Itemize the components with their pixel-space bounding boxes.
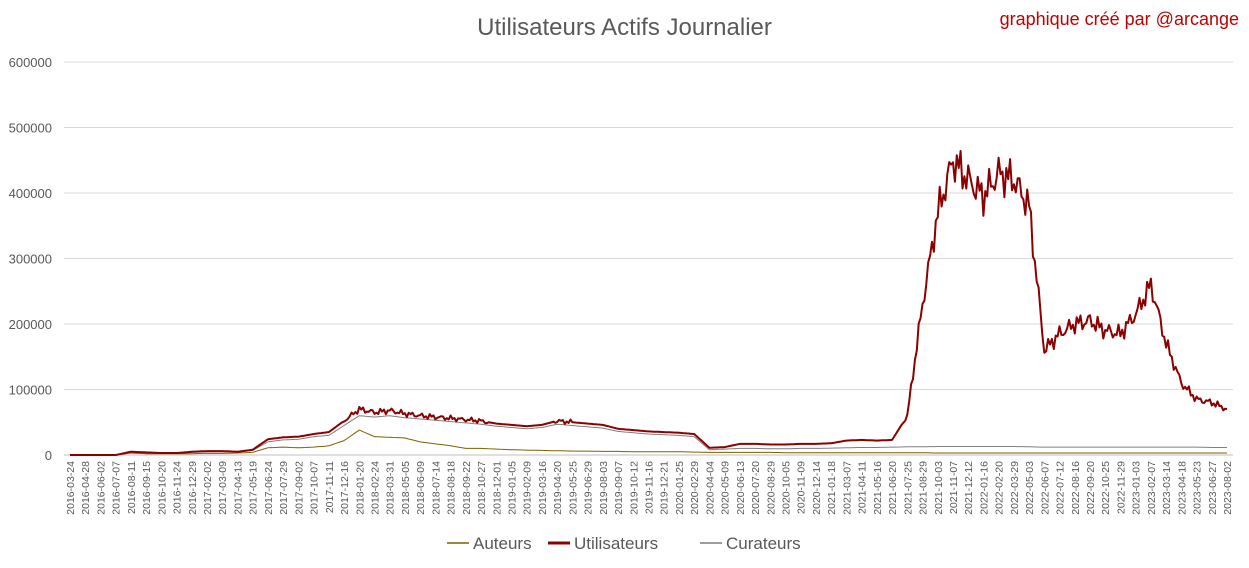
x-tick-label: 2022-05-03 — [1024, 461, 1036, 515]
y-tick-label: 200000 — [9, 317, 52, 332]
x-tick-label: 2019-09-07 — [613, 461, 625, 515]
x-tick-label: 2017-12-16 — [339, 461, 351, 515]
x-tick-label: 2019-01-05 — [506, 461, 518, 515]
x-tick-label: 2019-02-09 — [522, 461, 534, 515]
x-tick-label: 2017-04-13 — [232, 461, 244, 515]
x-tick-label: 2019-11-16 — [644, 461, 656, 514]
x-tick-label: 2018-08-18 — [446, 461, 458, 515]
x-tick-label: 2018-07-14 — [430, 461, 442, 515]
x-tick-label: 2017-10-07 — [309, 461, 321, 515]
x-tick-label: 2018-12-01 — [491, 461, 503, 515]
x-tick-label: 2018-01-20 — [354, 461, 366, 515]
x-tick-label: 2022-09-20 — [1085, 461, 1097, 515]
x-tick-label: 2023-01-03 — [1131, 461, 1143, 515]
series-line-utilisateurs — [70, 150, 1228, 456]
y-tick-label: 600000 — [9, 55, 52, 70]
x-tick-label: 2020-08-29 — [765, 461, 777, 515]
x-tick-label: 2017-09-02 — [293, 461, 305, 515]
x-tick-label: 2017-06-24 — [263, 461, 275, 515]
series-line-auteurs — [70, 429, 1227, 456]
x-tick-label: 2017-05-19 — [248, 461, 260, 515]
x-tick-label: 2018-05-05 — [400, 461, 412, 515]
y-axis-ticks: 0 100000 200000 300000 400000 500000 600000 — [9, 55, 52, 463]
x-tick-label: 2021-04-11 — [857, 461, 869, 514]
x-tick-label: 2021-08-29 — [918, 461, 930, 515]
y-tick-label: 400000 — [9, 186, 52, 201]
legend-label-auteurs: Auteurs — [473, 534, 532, 553]
x-tick-label: 2017-02-02 — [202, 461, 214, 515]
x-tick-label: 2021-06-20 — [887, 461, 899, 515]
x-tick-label: 2020-02-29 — [689, 461, 701, 515]
gridlines — [64, 61, 1233, 456]
x-tick-label: 2023-02-07 — [1146, 461, 1158, 515]
x-tick-label: 2020-05-09 — [720, 461, 732, 515]
x-tick-label: 2018-03-31 — [385, 461, 397, 515]
legend: Auteurs Utilisateurs Curateurs — [447, 534, 801, 553]
x-tick-label: 2016-07-07 — [111, 461, 123, 515]
x-tick-label: 2019-05-25 — [567, 461, 579, 515]
x-tick-label: 2016-10-20 — [156, 461, 168, 515]
x-tick-label: 2022-11-29 — [1115, 461, 1127, 514]
y-tick-label: 300000 — [9, 252, 52, 267]
y-tick-label: 500000 — [9, 121, 52, 136]
x-tick-label: 2021-01-18 — [826, 461, 838, 515]
x-tick-label: 2021-12-12 — [963, 461, 975, 515]
x-tick-label: 2016-06-02 — [95, 461, 107, 515]
x-tick-label: 2019-12-21 — [659, 461, 671, 515]
x-tick-label: 2021-05-16 — [872, 461, 884, 515]
x-tick-label: 2023-03-14 — [1161, 461, 1173, 515]
y-tick-label: 100000 — [9, 383, 52, 398]
x-tick-label: 2016-11-24 — [172, 461, 184, 514]
x-tick-label: 2022-06-07 — [1039, 461, 1051, 515]
x-tick-label: 2017-11-11 — [324, 461, 336, 513]
legend-label-utilisateurs: Utilisateurs — [574, 534, 658, 553]
x-tick-label: 2017-07-29 — [278, 461, 290, 515]
x-tick-label: 2022-10-25 — [1100, 461, 1112, 515]
x-tick-label: 2021-03-07 — [841, 461, 853, 515]
x-tick-label: 2022-01-16 — [978, 461, 990, 515]
x-tick-label: 2019-08-03 — [598, 461, 610, 515]
x-tick-label: 2020-07-20 — [750, 461, 762, 515]
x-tick-label: 2016-04-28 — [80, 461, 92, 515]
x-tick-label: 2020-06-13 — [735, 461, 747, 515]
x-tick-label: 2019-03-16 — [537, 461, 549, 515]
x-tick-label: 2016-12-29 — [187, 461, 199, 515]
chart-title: Utilisateurs Actifs Journalier — [477, 14, 772, 41]
y-tick-label: 0 — [45, 448, 52, 463]
x-tick-label: 2019-04-20 — [552, 461, 564, 515]
x-tick-label: 2022-03-29 — [1009, 461, 1021, 515]
x-axis-ticks: 2016-03-24 2016-04-28 2016-06-02 2016-07-07… — [65, 461, 1234, 515]
x-tick-label: 2019-10-12 — [628, 461, 640, 515]
x-tick-label: 2022-08-16 — [1070, 461, 1082, 515]
credit-text: graphique créé par @arcange — [999, 9, 1239, 29]
series-line-curateurs — [70, 415, 1227, 456]
x-tick-label: 2016-03-24 — [65, 461, 77, 515]
x-tick-label: 2022-07-12 — [1055, 461, 1067, 515]
legend-label-curateurs: Curateurs — [726, 534, 801, 553]
x-tick-label: 2023-06-27 — [1207, 461, 1219, 515]
x-tick-label: 2020-12-14 — [811, 461, 823, 515]
x-tick-label: 2016-09-15 — [141, 461, 153, 515]
x-tick-label: 2017-03-09 — [217, 461, 229, 515]
x-tick-label: 2022-02-20 — [994, 461, 1006, 515]
x-tick-label: 2023-08-02 — [1222, 461, 1234, 515]
x-tick-label: 2020-04-04 — [704, 461, 716, 515]
x-tick-label: 2023-04-18 — [1176, 461, 1188, 515]
x-tick-label: 2020-11-09 — [796, 461, 808, 514]
x-tick-label: 2018-02-24 — [369, 461, 381, 515]
x-tick-label: 2018-09-22 — [461, 461, 473, 515]
x-tick-label: 2021-07-25 — [902, 461, 914, 515]
x-tick-label: 2018-10-27 — [476, 461, 488, 515]
x-tick-label: 2021-11-07 — [948, 461, 960, 514]
x-tick-label: 2020-01-25 — [674, 461, 686, 515]
series-lines — [70, 150, 1228, 456]
x-tick-label: 2021-10-03 — [933, 461, 945, 515]
x-tick-label: 2018-06-09 — [415, 461, 427, 515]
x-tick-label: 2023-05-23 — [1192, 461, 1204, 515]
x-tick-label: 2020-10-05 — [781, 461, 793, 515]
x-tick-label: 2019-06-29 — [583, 461, 595, 515]
x-tick-label: 2016-08-11 — [126, 461, 138, 514]
